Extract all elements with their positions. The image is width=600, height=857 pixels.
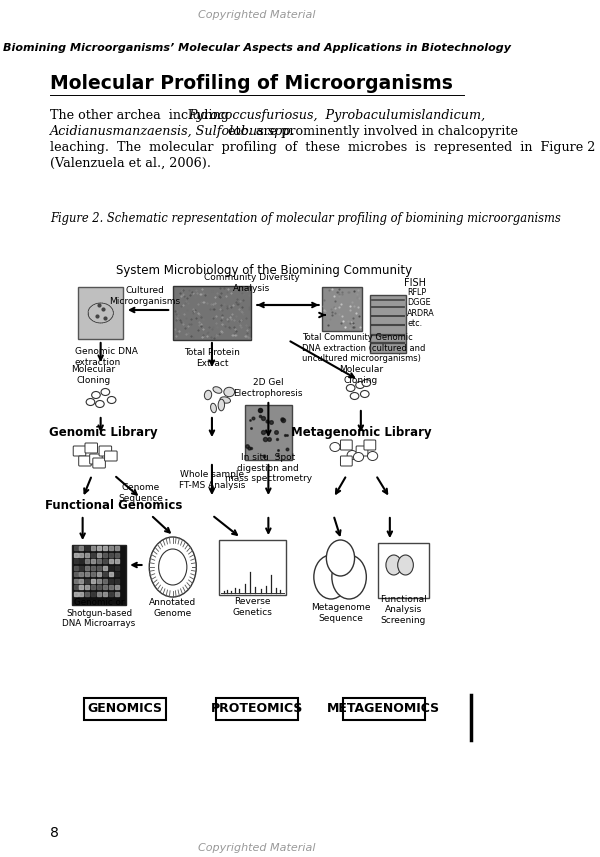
Text: Community Diversity
Analysis: Community Diversity Analysis	[204, 273, 300, 293]
Text: Reverse
Genetics: Reverse Genetics	[233, 597, 272, 617]
Bar	[78, 287, 124, 339]
Text: FISH: FISH	[404, 278, 426, 288]
Bar	[173, 286, 251, 340]
Ellipse shape	[218, 399, 224, 411]
FancyBboxPatch shape	[104, 451, 117, 461]
Text: Annotated
Genome: Annotated Genome	[149, 598, 196, 618]
Text: PROTEOMICS: PROTEOMICS	[211, 703, 303, 716]
Ellipse shape	[86, 399, 95, 405]
Text: Genome
Sequence: Genome Sequence	[118, 483, 163, 503]
Text: Genomic Library: Genomic Library	[49, 425, 158, 439]
Text: Copyrighted Material: Copyrighted Material	[198, 843, 316, 853]
Bar	[216, 698, 298, 720]
Ellipse shape	[362, 380, 371, 387]
Circle shape	[332, 555, 367, 599]
Text: RFLP
DGGE
ARDRA
etc.: RFLP DGGE ARDRA etc.	[407, 288, 435, 328]
Text: METAGENOMICS: METAGENOMICS	[327, 703, 440, 716]
Text: Biomining Microorganisms’ Molecular Aspects and Applications in Biotechnology: Biomining Microorganisms’ Molecular Aspe…	[2, 43, 511, 53]
Bar	[378, 543, 429, 598]
Text: Copyrighted Material: Copyrighted Material	[198, 10, 316, 20]
Ellipse shape	[220, 397, 230, 403]
FancyBboxPatch shape	[99, 446, 112, 456]
FancyBboxPatch shape	[79, 456, 91, 466]
Bar	[322, 287, 362, 331]
Ellipse shape	[368, 452, 377, 460]
Circle shape	[149, 537, 196, 597]
Text: The other archea  including: The other archea including	[50, 109, 236, 122]
Ellipse shape	[92, 392, 100, 399]
Text: Genomic or
Shotgun-based
DNA Microarrays: Genomic or Shotgun-based DNA Microarrays	[62, 598, 136, 628]
Circle shape	[158, 549, 187, 585]
Text: Functional
Analysis
Screening: Functional Analysis Screening	[380, 595, 427, 625]
Text: etc. are prominently involved in chalcopyrite: etc. are prominently involved in chalcop…	[224, 124, 518, 137]
Bar	[73, 545, 126, 605]
Text: Molecular
Cloning: Molecular Cloning	[339, 365, 383, 385]
Circle shape	[314, 555, 349, 599]
Text: Total Protein
Extract: Total Protein Extract	[184, 348, 240, 368]
Bar	[219, 540, 286, 595]
Ellipse shape	[350, 393, 359, 399]
Text: 8: 8	[50, 826, 59, 840]
Bar	[370, 295, 406, 353]
Ellipse shape	[353, 452, 364, 462]
Ellipse shape	[95, 400, 104, 407]
Text: Acidianusmanzaensis, Sulfolobus spp.: Acidianusmanzaensis, Sulfolobus spp.	[50, 124, 295, 137]
Ellipse shape	[101, 388, 110, 395]
Text: (Valenzuela et al., 2006).: (Valenzuela et al., 2006).	[50, 157, 211, 170]
Text: Figure 2. Schematic representation of molecular profiling of biomining microorga: Figure 2. Schematic representation of mo…	[50, 212, 560, 225]
Text: Molecular
Cloning: Molecular Cloning	[71, 365, 116, 385]
FancyBboxPatch shape	[340, 440, 352, 450]
Text: Functional Genomics: Functional Genomics	[45, 499, 182, 512]
FancyBboxPatch shape	[89, 454, 102, 464]
Circle shape	[386, 555, 401, 575]
FancyBboxPatch shape	[356, 446, 368, 456]
FancyBboxPatch shape	[93, 458, 106, 468]
Text: Total Community Genomic
DNA extraction (cultured and
uncultured microorganisms): Total Community Genomic DNA extraction (…	[302, 333, 425, 363]
Text: System Microbiology of the Biomining Community: System Microbiology of the Biomining Com…	[116, 263, 413, 277]
Ellipse shape	[356, 381, 364, 388]
Ellipse shape	[361, 391, 369, 398]
Text: Whole sample
FT-MS Analysis: Whole sample FT-MS Analysis	[179, 470, 245, 489]
Ellipse shape	[346, 385, 355, 392]
Bar	[84, 698, 166, 720]
Text: Metagenomic Library: Metagenomic Library	[290, 425, 431, 439]
Bar	[343, 698, 425, 720]
Ellipse shape	[205, 390, 212, 399]
Text: 2D Gel
Electrophoresis: 2D Gel Electrophoresis	[233, 378, 303, 398]
Text: Molecular Profiling of Microorganisms: Molecular Profiling of Microorganisms	[50, 74, 452, 93]
Ellipse shape	[107, 397, 116, 404]
Text: Genomic DNA
extraction: Genomic DNA extraction	[75, 347, 137, 367]
Circle shape	[398, 555, 413, 575]
Ellipse shape	[211, 404, 217, 413]
Text: GENOMICS: GENOMICS	[88, 703, 163, 716]
Text: Pyrococcusfuriosus,  Pyrobaculumislandicum,: Pyrococcusfuriosus, Pyrobaculumislandicu…	[188, 109, 485, 122]
FancyBboxPatch shape	[364, 440, 376, 450]
Ellipse shape	[224, 387, 235, 397]
Bar	[245, 405, 292, 460]
FancyBboxPatch shape	[85, 443, 98, 453]
Text: Cultured
Microorganisms: Cultured Microorganisms	[109, 286, 180, 306]
Ellipse shape	[347, 451, 358, 459]
Text: In situ  Spot
digestion and
mass spectrometry: In situ Spot digestion and mass spectrom…	[225, 453, 312, 482]
FancyBboxPatch shape	[340, 456, 352, 466]
Ellipse shape	[330, 442, 340, 452]
Circle shape	[326, 540, 355, 576]
Ellipse shape	[213, 387, 222, 393]
Text: Metagenome
Sequence: Metagenome Sequence	[311, 603, 371, 623]
Text: leaching.  The  molecular  profiling  of  these  microbes  is  represented  in  : leaching. The molecular profiling of the…	[50, 141, 595, 153]
FancyBboxPatch shape	[73, 446, 86, 456]
